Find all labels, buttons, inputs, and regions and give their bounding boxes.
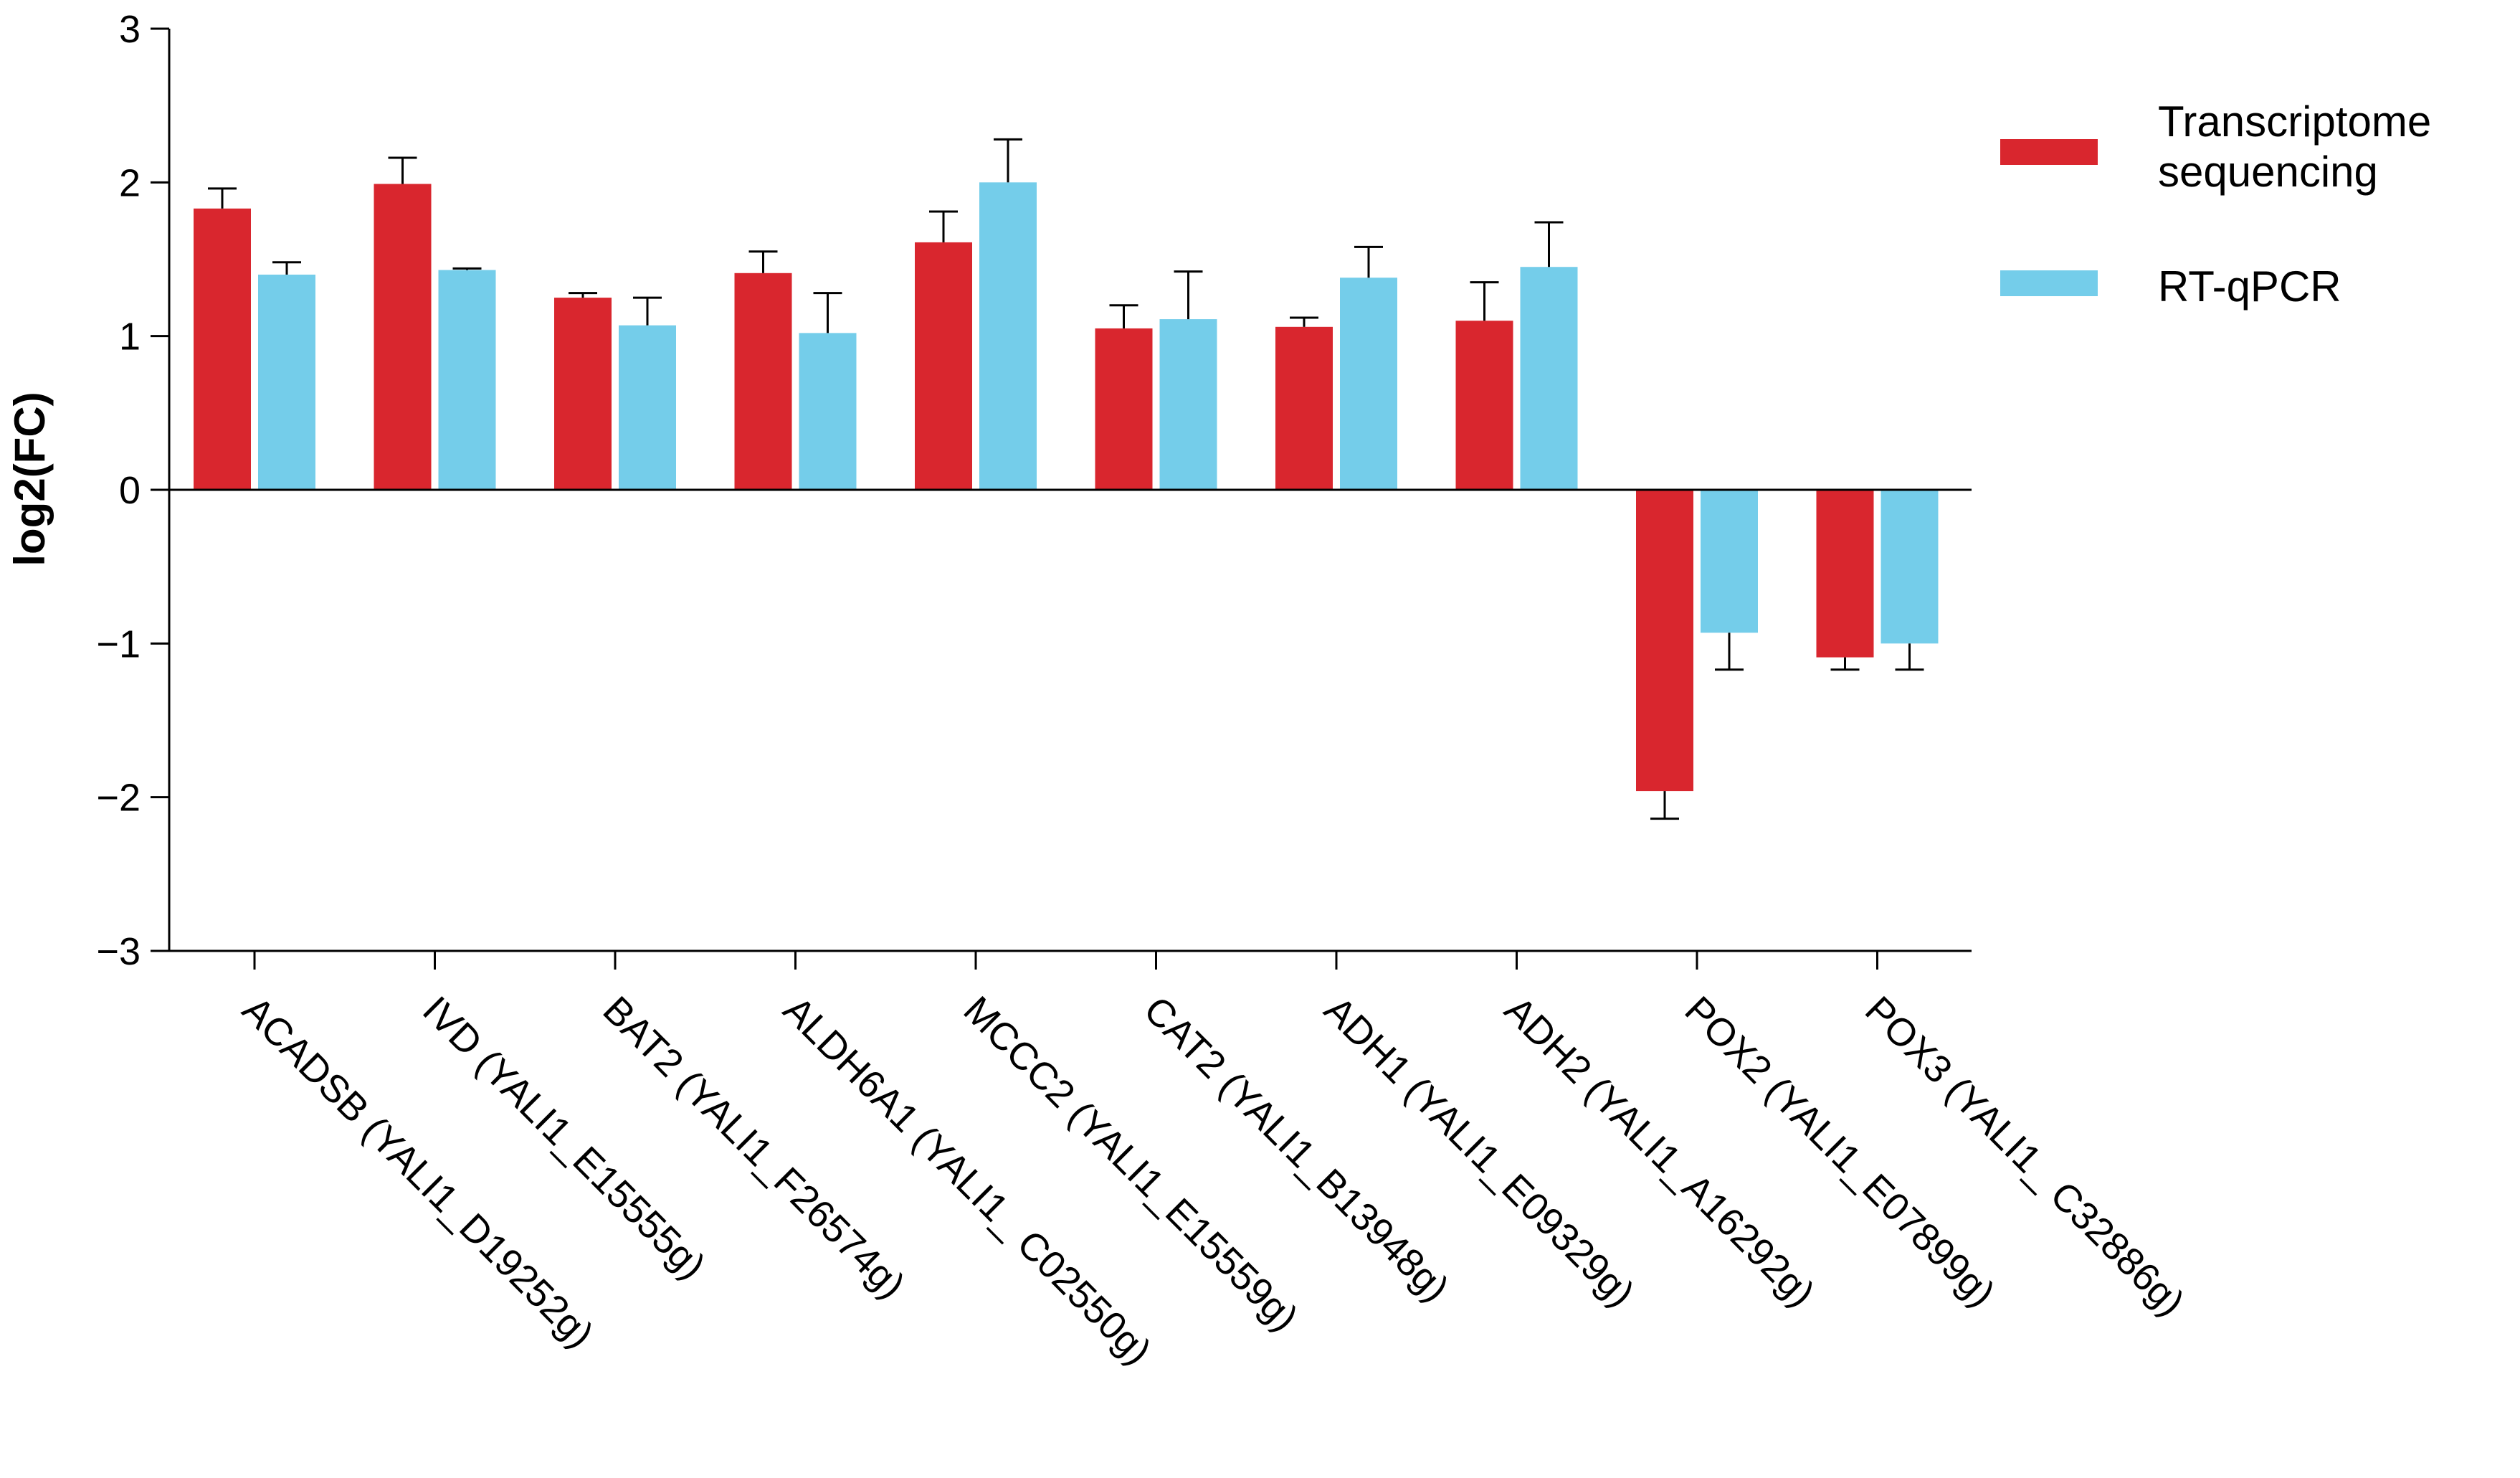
- y-axis-label: log2(FC): [6, 392, 54, 566]
- y-tick-label: −2: [96, 777, 141, 820]
- error-bar-rt-qpcr-1: [272, 261, 301, 275]
- x-tick-label: ACADSB (YALI1_D19252g): [234, 988, 602, 1356]
- error-bar-transcriptome-4: [748, 250, 778, 273]
- error-bar-transcriptome-5: [929, 210, 958, 242]
- error-bar-transcriptome-6: [1109, 304, 1138, 328]
- error-bar-transcriptome-2: [388, 156, 417, 184]
- bar-transcriptome-1: [194, 208, 251, 490]
- bar-transcriptome-8: [1455, 321, 1513, 490]
- bar-transcriptome-9: [1636, 490, 1693, 792]
- x-tick-label: ADH1 (YALI1_E09329g): [1316, 988, 1643, 1315]
- bar-rt-qpcr-8: [1520, 267, 1578, 490]
- error-bar-rt-qpcr-5: [994, 138, 1022, 183]
- error-bar-rt-qpcr-3: [633, 296, 662, 326]
- bar-rt-qpcr-2: [438, 270, 496, 490]
- error-bar-transcriptome-8: [1470, 281, 1499, 321]
- error-bar-rt-qpcr-9: [1715, 633, 1744, 671]
- bars-layer: [194, 182, 1939, 792]
- bar-rt-qpcr-3: [619, 325, 676, 490]
- bar-transcriptome-6: [1095, 328, 1153, 490]
- legend-label: Transcriptome: [2158, 98, 2431, 146]
- error-bar-transcriptome-9: [1650, 791, 1679, 820]
- y-tick-label: 1: [119, 316, 141, 359]
- x-tick-label: MCCC2 (YALI1_E15559g): [956, 988, 1307, 1340]
- y-tick-label: −3: [96, 930, 141, 973]
- error-bars-layer: [208, 138, 1924, 820]
- error-bar-transcriptome-7: [1290, 316, 1318, 327]
- legend-item-rt-qpcr: RT-qPCR: [2000, 262, 2341, 311]
- error-bar-transcriptome-1: [208, 187, 237, 209]
- error-bar-transcriptome-10: [1830, 657, 1860, 671]
- axes-layer: 3 2 1 0 −1 −2 −3: [96, 8, 1972, 973]
- error-bar-rt-qpcr-10: [1895, 643, 1924, 671]
- error-bar-rt-qpcr-6: [1174, 270, 1203, 320]
- x-tick-label: POX2 (YALI1_E07899g): [1677, 988, 2004, 1315]
- bar-transcriptome-7: [1275, 326, 1333, 490]
- x-tick-labels: ACADSB (YALI1_D19252g)IVD (YALI1_E15555g…: [234, 988, 2193, 1373]
- y-tick-label: 3: [119, 8, 141, 51]
- bar-rt-qpcr-9: [1701, 490, 1758, 633]
- y-tick-label: 2: [119, 161, 141, 204]
- error-bar-rt-qpcr-8: [1534, 221, 1564, 267]
- bar-transcriptome-3: [554, 298, 612, 490]
- bar-rt-qpcr-7: [1340, 278, 1397, 490]
- x-tick-label: POX3 (YALI1_ C32886g): [1857, 988, 2192, 1324]
- bar-rt-qpcr-1: [258, 274, 315, 490]
- bar-rt-qpcr-4: [799, 333, 857, 490]
- bar-rt-qpcr-6: [1159, 319, 1217, 490]
- legend-label: RT-qPCR: [2158, 262, 2341, 311]
- error-bar-transcriptome-3: [569, 292, 597, 298]
- y-tick-label: 0: [119, 469, 141, 512]
- error-bar-rt-qpcr-7: [1354, 245, 1383, 278]
- error-bar-rt-qpcr-4: [813, 292, 842, 333]
- bar-transcriptome-2: [374, 184, 432, 490]
- legend-swatch: [2000, 270, 2098, 296]
- x-tick-label: ADH2 (YALI1_A16292g): [1496, 988, 1823, 1315]
- y-tick-label: −1: [96, 622, 141, 665]
- x-tick-label: BAT2 (YALI1_F26574g): [595, 988, 913, 1307]
- bar-rt-qpcr-5: [979, 182, 1037, 491]
- legend-swatch: [2000, 139, 2098, 165]
- bar-rt-qpcr-10: [1881, 490, 1939, 644]
- bar-transcriptome-4: [734, 273, 792, 490]
- x-tick-label: CAT2 (YALI1_B13948g): [1136, 988, 1458, 1310]
- legend-label: sequencing: [2158, 148, 2378, 196]
- bar-transcriptome-5: [915, 242, 972, 490]
- x-tick-label: ALDH6A1 (YALI1_ C02550g): [775, 988, 1159, 1373]
- error-bar-rt-qpcr-2: [452, 267, 482, 270]
- bar-transcriptome-10: [1816, 490, 1874, 658]
